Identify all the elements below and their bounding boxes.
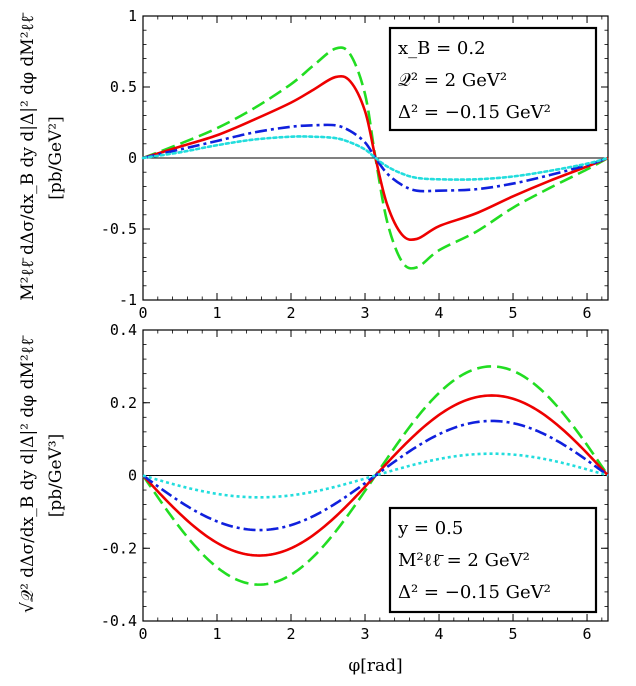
x-tick-label: 3	[361, 304, 370, 322]
y-axis-unit: [pb/GeV³]	[46, 434, 66, 518]
x-tick-label: 4	[435, 625, 444, 643]
x-tick-label: 6	[583, 625, 592, 643]
x-tick-label: 3	[361, 625, 370, 643]
y-tick-label: 0.2	[110, 394, 137, 412]
x-tick-label: 4	[435, 304, 444, 322]
x-tick-label: 0	[138, 304, 147, 322]
top-panel: 0 1 2 3 4 5 6 -1 -0.5 0 0.5 1 x_B = 0.2 𝒬² = 2 GeV² Δ²…	[18, 7, 608, 322]
y-tick-label: -0.2	[101, 539, 137, 557]
bottom-panel: 0 1 2 3 4 5 6 -0.4 -0.2 0 0.2 0.4 y = 0.5 M²ℓℓ̄ = 2 G…	[18, 321, 608, 676]
legend-line: M²ℓℓ̄ = 2 GeV²	[398, 550, 530, 571]
y-tick-label: 0.4	[110, 321, 137, 339]
x-tick-label: 5	[509, 304, 518, 322]
x-tick-label: 1	[212, 625, 221, 643]
legend-line: 𝒬² = 2 GeV²	[398, 70, 507, 91]
y-axis-label: √𝒬² dΔσ/dx_B dy d|Δ|² dφ dM²ℓℓ̄	[18, 335, 38, 613]
y-axis-label: M²ℓℓ̄ dΔσ/dx_B dy d|Δ|² dφ dM²ℓℓ̄	[18, 12, 38, 301]
y-tick-label: -0.5	[101, 220, 137, 238]
y-tick-label: -0.4	[101, 612, 137, 630]
x-tick-label: 0	[138, 625, 147, 643]
y-axis-unit: [pb/GeV²]	[46, 116, 66, 200]
y-tick-label: -1	[119, 291, 137, 309]
x-tick-label: 2	[286, 625, 295, 643]
x-tick-label: 5	[509, 625, 518, 643]
y-tick-label: 0	[128, 467, 137, 485]
x-tick-label: 1	[212, 304, 221, 322]
y-tick-label: 0.5	[110, 78, 137, 96]
x-axis-label: φ[rad]	[348, 656, 402, 676]
legend-line: y = 0.5	[397, 518, 463, 539]
y-tick-label: 1	[128, 7, 137, 25]
y-tick-label: 0	[128, 149, 137, 167]
legend-line: Δ² = −0.15 GeV²	[398, 582, 551, 603]
legend-line: x_B = 0.2	[398, 38, 486, 59]
x-tick-label: 6	[583, 304, 592, 322]
x-tick-label: 2	[286, 304, 295, 322]
legend-line: Δ² = −0.15 GeV²	[398, 102, 551, 123]
